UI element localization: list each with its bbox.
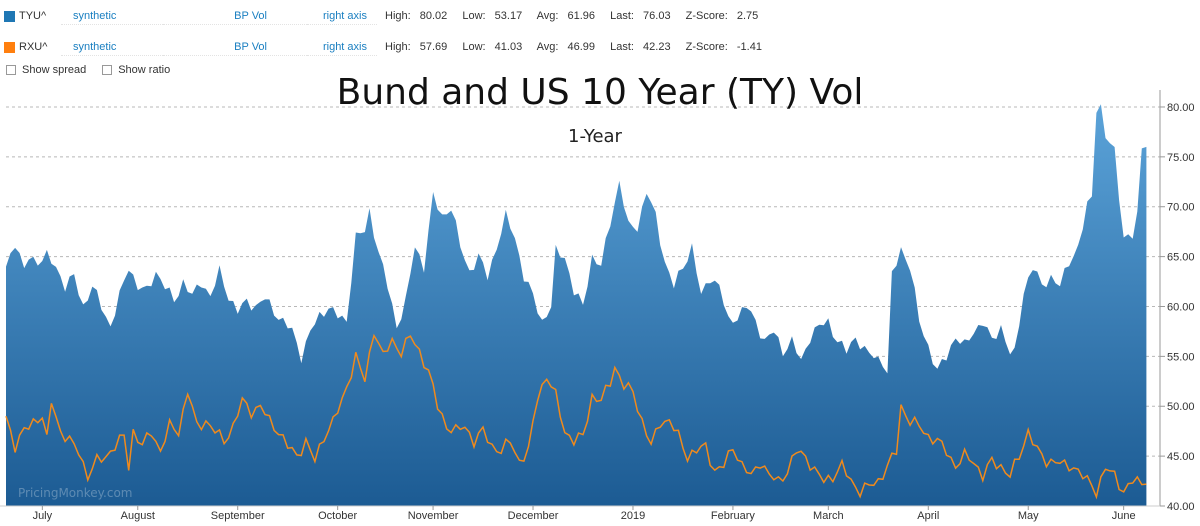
x-tick-label: September	[211, 510, 265, 522]
series-line-rxu	[5, 333, 1147, 500]
y-tick-label: 55.00	[1167, 351, 1195, 363]
x-axis: July August September October November Decemb…	[0, 505, 1160, 522]
x-tick-label: December	[508, 510, 559, 522]
legend-row-rxu: RXU^ synthetic BP Vol right axis High: 5…	[4, 37, 774, 57]
x-tick-label: July	[33, 510, 53, 522]
x-tick-label: November	[408, 510, 459, 522]
y-tick-label: 75.00	[1167, 152, 1195, 164]
y-tick-label: 65.00	[1167, 252, 1195, 264]
series-stats: High: 57.69 Low: 41.03 Avg: 46.99 Last: …	[385, 41, 762, 53]
x-tick-label: 2019	[621, 510, 645, 522]
show-spread-toggle[interactable]: Show spread	[6, 64, 86, 76]
x-tick-label: February	[711, 510, 756, 522]
type-dropdown[interactable]: synthetic	[61, 39, 163, 56]
show-spread-checkbox[interactable]	[6, 65, 16, 75]
x-tick-label: August	[121, 510, 155, 522]
stat-zscore: 2.75	[736, 10, 759, 22]
show-ratio-checkbox[interactable]	[102, 65, 113, 75]
stat-zscore: -1.41	[736, 41, 762, 53]
chart-title: Bund and US 10 Year (TY) Vol	[337, 72, 864, 113]
series-symbol: TYU^	[19, 10, 47, 22]
chart-subtitle: 1-Year	[568, 126, 623, 147]
series-symbol: RXU^	[19, 41, 48, 53]
y-tick-label: 70.00	[1167, 202, 1195, 214]
axis-dropdown[interactable]: right axis	[307, 39, 377, 56]
unit-dropdown[interactable]: BP Vol	[163, 39, 307, 56]
series-swatch	[4, 10, 15, 22]
series-swatch	[4, 41, 15, 53]
y-tick-label: 45.00	[1167, 451, 1195, 463]
x-tick-label: April	[917, 510, 939, 522]
x-tick-label: October	[318, 510, 357, 522]
stat-high: 57.69	[419, 41, 448, 53]
stat-last: 76.03	[643, 10, 671, 22]
stat-avg: 46.99	[567, 41, 596, 53]
type-dropdown[interactable]: synthetic	[61, 8, 163, 25]
stat-last: 42.23	[643, 41, 671, 53]
y-axis: 40.00 45.00 50.00 55.00 60.00 65.00 70.00 75.00…	[1159, 90, 1195, 513]
unit-dropdown[interactable]: BP Vol	[163, 8, 307, 25]
y-tick-label: 80.00	[1167, 102, 1195, 114]
y-tick-label: 40.00	[1167, 501, 1195, 513]
series-area-tyu	[6, 104, 1147, 506]
x-tick-label: May	[1018, 510, 1039, 522]
y-tick-label: 60.00	[1167, 301, 1195, 313]
x-tick-label: March	[813, 510, 844, 522]
show-ratio-toggle[interactable]: Show ratio	[102, 64, 170, 76]
stat-avg: 61.96	[567, 10, 596, 22]
series-stats: High: 80.02 Low: 53.17 Avg: 61.96 Last: …	[385, 10, 759, 22]
watermark: PricingMonkey.com	[18, 486, 133, 500]
chart-options: Show spread Show ratio	[6, 64, 186, 76]
stat-high: 80.02	[419, 10, 448, 22]
axis-dropdown[interactable]: right axis	[307, 8, 377, 25]
legend-row-tyu: TYU^ synthetic BP Vol right axis High: 8…	[4, 6, 770, 26]
stat-low: 41.03	[494, 41, 523, 53]
y-tick-label: 50.00	[1167, 401, 1195, 413]
x-tick-label: June	[1112, 510, 1136, 522]
stat-low: 53.17	[494, 10, 523, 22]
